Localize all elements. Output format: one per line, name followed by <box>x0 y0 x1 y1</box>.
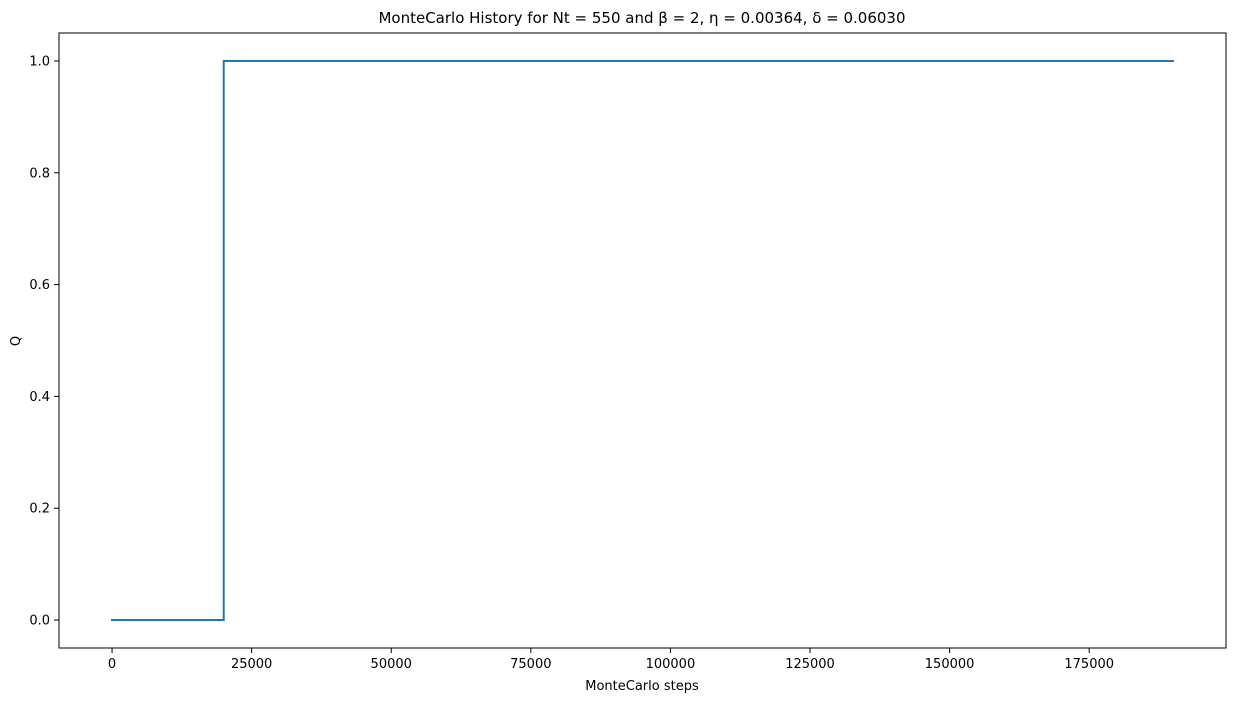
y-tick-label: 0.6 <box>29 278 50 293</box>
y-tick-label: 0.2 <box>29 502 50 517</box>
x-tick-label: 100000 <box>646 657 696 672</box>
series-line-0 <box>111 59 1174 622</box>
y-tick-label: 0.8 <box>29 166 50 181</box>
chart-title: MonteCarlo History for Nt = 550 and β = … <box>378 9 905 27</box>
x-tick-label: 125000 <box>785 657 835 672</box>
x-tick-label: 150000 <box>925 657 975 672</box>
x-tick-label: 50000 <box>371 657 412 672</box>
y-tick-label: 0.4 <box>29 390 50 405</box>
y-axis-label: Q <box>9 336 24 346</box>
y-tick-label: 0.0 <box>29 614 50 629</box>
plot-area: 0 25000 50000 75000 100000 125000 150000 175000… <box>29 32 1227 672</box>
x-tick-label: 0 <box>108 657 116 672</box>
axes-frame <box>58 32 1227 649</box>
x-axis-label: MonteCarlo steps <box>585 679 699 694</box>
x-tick-label: 75000 <box>510 657 551 672</box>
x-tick-label: 25000 <box>231 657 272 672</box>
y-tick-label: 1.0 <box>29 54 50 69</box>
x-tick-label: 175000 <box>1064 657 1114 672</box>
